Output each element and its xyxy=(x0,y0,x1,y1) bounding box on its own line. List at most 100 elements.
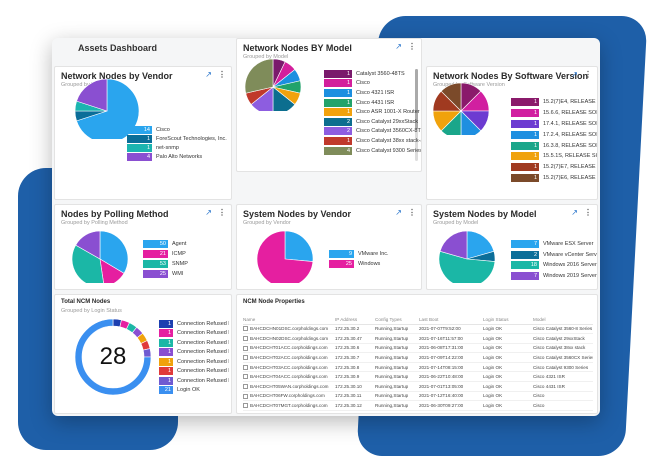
table-cell: Running,Startup xyxy=(375,343,419,354)
pie-slice[interactable] xyxy=(460,110,482,135)
expand-icon[interactable]: ↗ xyxy=(205,208,212,217)
legend-item[interactable]: 4 Palo Alto Networks xyxy=(127,152,231,161)
legend-item[interactable]: 1 16.3.8, RELEASE SOFTWARE (fc2) xyxy=(511,140,597,151)
pie-slice[interactable] xyxy=(99,230,129,274)
legend-item[interactable]: 1 Connection Refused by 172.25.30.37 xyxy=(159,367,229,377)
pie-slice[interactable] xyxy=(71,244,104,283)
table-row[interactable]: BAHCDCHT06FW.corpholdings.com 172.25.30.1… xyxy=(243,391,593,402)
column-header[interactable]: IP Address xyxy=(335,315,375,325)
row-checkbox[interactable] xyxy=(243,355,248,361)
table-row[interactable]: BAHCDCHT02ACC.corpholdings.com 172.25.30.… xyxy=(243,352,593,363)
expand-icon[interactable]: ↗ xyxy=(571,208,578,217)
legend-item[interactable]: 2 Cisco Catalyst 29xxStack xyxy=(324,117,421,127)
column-header[interactable]: Config Types xyxy=(375,315,419,325)
legend-item[interactable]: 21 ICMP xyxy=(143,249,212,259)
legend-item[interactable]: 1 15.2(7)E7, RELEASE SOFTWARE (fc1) xyxy=(511,162,597,173)
legend-item[interactable]: 1 15.5.1S, RELEASE SOFTWARE (fc1) xyxy=(511,151,597,162)
legend-item[interactable]: 1 Cisco 4431 ISR xyxy=(324,98,421,108)
legend-label: SNMP xyxy=(172,261,188,267)
legend-item[interactable]: 1 Cisco 4321 ISR xyxy=(324,88,421,98)
more-options-icon[interactable]: ⋮ xyxy=(584,208,592,217)
scrollbar[interactable] xyxy=(415,69,418,161)
table-row[interactable]: BAHCDCHT04ACC.corpholdings.com 172.25.30.… xyxy=(243,371,593,383)
legend-item[interactable]: 1 ForeScout Technologies, Inc. xyxy=(127,134,231,143)
legend-item[interactable]: 18 Windows 2016 Server xyxy=(511,260,597,271)
more-options-icon[interactable]: ⋮ xyxy=(408,208,416,217)
expand-icon[interactable]: ↗ xyxy=(571,70,578,79)
pie-slice[interactable] xyxy=(99,258,125,283)
table-row[interactable]: BAHCDCHN01DSC.corpholdings.com 172.25.30.… xyxy=(243,324,593,335)
legend-item[interactable]: 1 Connection Refused by 172.25.30.162 xyxy=(159,319,229,329)
legend-item[interactable]: 1 15.6.6, RELEASE SOFTWARE (fc3) xyxy=(511,108,597,119)
row-checkbox[interactable] xyxy=(243,393,248,399)
expand-icon[interactable]: ↗ xyxy=(205,70,212,79)
legend-item[interactable]: 2 VMware vCenter Server xyxy=(511,250,597,261)
legend-item[interactable]: 1 Connection Refused by 172.25.30.98 xyxy=(159,376,229,386)
column-header[interactable]: Name xyxy=(243,315,335,325)
legend-item[interactable]: 1 Connection Refused by 172.25.30.35 xyxy=(159,348,229,358)
row-checkbox[interactable] xyxy=(243,412,248,413)
legend-item[interactable]: 1 15.2(7)E6, RELEASE SOFTWARE (fc1) xyxy=(511,173,597,184)
pie-slice[interactable] xyxy=(74,318,152,396)
legend-item[interactable]: 7 VMware ESX Server xyxy=(511,239,597,250)
legend-item[interactable]: 1 Connection Refused by 172.25.30.163 xyxy=(159,329,229,339)
row-checkbox[interactable] xyxy=(243,326,248,332)
pie-slice[interactable] xyxy=(438,250,496,283)
row-checkbox[interactable] xyxy=(243,336,248,342)
legend-item[interactable]: 1 15.2(7)E4, RELEASE SOFTWARE (fc2) xyxy=(511,97,597,108)
legend-item[interactable]: 1 Connection Refused by 172.25.30.34 xyxy=(159,338,229,348)
pie-slice[interactable] xyxy=(256,230,314,283)
legend-item[interactable]: 2 Cisco Catalyst 3560CX-8TC-S Switch xyxy=(324,127,421,137)
legend-item[interactable]: 21 Login OK xyxy=(159,386,229,396)
legend-item[interactable]: 1 17.2.4, RELEASE SOFTWARE (fc3) xyxy=(511,129,597,140)
table-row[interactable]: BAHCDCHT03ACC.corpholdings.com 172.25.30.… xyxy=(243,362,593,373)
pie-slice[interactable] xyxy=(440,82,462,112)
expand-icon[interactable]: ↗ xyxy=(395,42,402,51)
more-options-icon[interactable]: ⋮ xyxy=(218,70,226,79)
more-options-icon[interactable]: ⋮ xyxy=(408,42,416,51)
row-checkbox[interactable] xyxy=(243,374,248,380)
legend-item[interactable]: 1 Cisco ASR 1001-X Router xyxy=(324,107,421,117)
more-options-icon[interactable]: ⋮ xyxy=(218,208,226,217)
table-row[interactable]: BAHCDCHT07MGT.corpholdings.com 172.25.30.… xyxy=(243,400,593,411)
legend-item[interactable]: 1 17.4.1, RELEASE SOFTWARE (fc5) xyxy=(511,119,597,130)
row-checkbox[interactable] xyxy=(243,345,248,351)
legend-item[interactable]: 9 VMware Inc. xyxy=(329,249,408,259)
legend-item[interactable]: 1 Catalyst 3560-48TS xyxy=(324,69,421,79)
widget-subtitle: Grouped by Polling Method xyxy=(61,220,128,226)
legend-item[interactable]: 1 Connection Refused by 172.25.30.36 xyxy=(159,357,229,367)
legend-item[interactable]: 53 SNMP xyxy=(143,259,212,269)
row-checkbox[interactable] xyxy=(243,403,248,409)
legend-item[interactable]: 1 Cisco Catalyst 38xx stack-able ethernet… xyxy=(324,136,421,146)
more-options-icon[interactable]: ⋮ xyxy=(584,70,592,79)
table-row[interactable]: BAHCDCHT01ACC.corpholdings.com 172.25.30.… xyxy=(243,343,593,354)
table-row[interactable]: BAHCDCHT05WAN.corpholdings.com 172.25.30.… xyxy=(243,381,593,392)
column-header[interactable]: Login Status xyxy=(483,315,533,325)
pie-slice[interactable] xyxy=(75,230,101,260)
legend-item[interactable]: 1 net-snmp xyxy=(127,143,231,152)
legend-item[interactable]: 7 Windows 2019 Server xyxy=(511,271,597,282)
table-cell: Login OK xyxy=(483,371,533,383)
expand-icon[interactable]: ↗ xyxy=(395,208,402,217)
legend-label: 17.4.1, RELEASE SOFTWARE (fc5) xyxy=(543,120,597,127)
table-cell: Running,Startup xyxy=(375,371,419,383)
pie-slice[interactable] xyxy=(76,78,108,112)
column-header[interactable]: Model xyxy=(533,315,593,325)
pie-slice[interactable] xyxy=(466,230,495,260)
table-row[interactable]: BAHCDCHT08FW.corpholdings.com172.25.30.1… xyxy=(243,410,593,413)
pie-slice[interactable] xyxy=(439,230,468,260)
pie-slice[interactable] xyxy=(244,58,274,94)
legend-item[interactable]: 50 Agent xyxy=(143,239,212,249)
row-checkbox[interactable] xyxy=(243,364,248,370)
pie-slice[interactable] xyxy=(272,86,296,111)
legend-item[interactable]: 4 Cisco Catalyst 9300 Series Switch xyxy=(324,146,421,156)
legend-item[interactable]: 14 Cisco xyxy=(127,125,231,134)
legend-item[interactable]: 25 Windows xyxy=(329,259,408,269)
legend-item[interactable]: 1 Cisco xyxy=(324,79,421,89)
column-header[interactable]: Last Boot xyxy=(419,315,483,325)
table-row[interactable]: BAHCDCHN02DSC.corpholdings.com 172.25.30.… xyxy=(243,333,593,344)
legend-value: 2 xyxy=(324,127,352,136)
legend-item[interactable]: 25 WMI xyxy=(143,269,212,279)
pie-slice[interactable] xyxy=(284,230,314,262)
row-checkbox[interactable] xyxy=(243,384,248,389)
